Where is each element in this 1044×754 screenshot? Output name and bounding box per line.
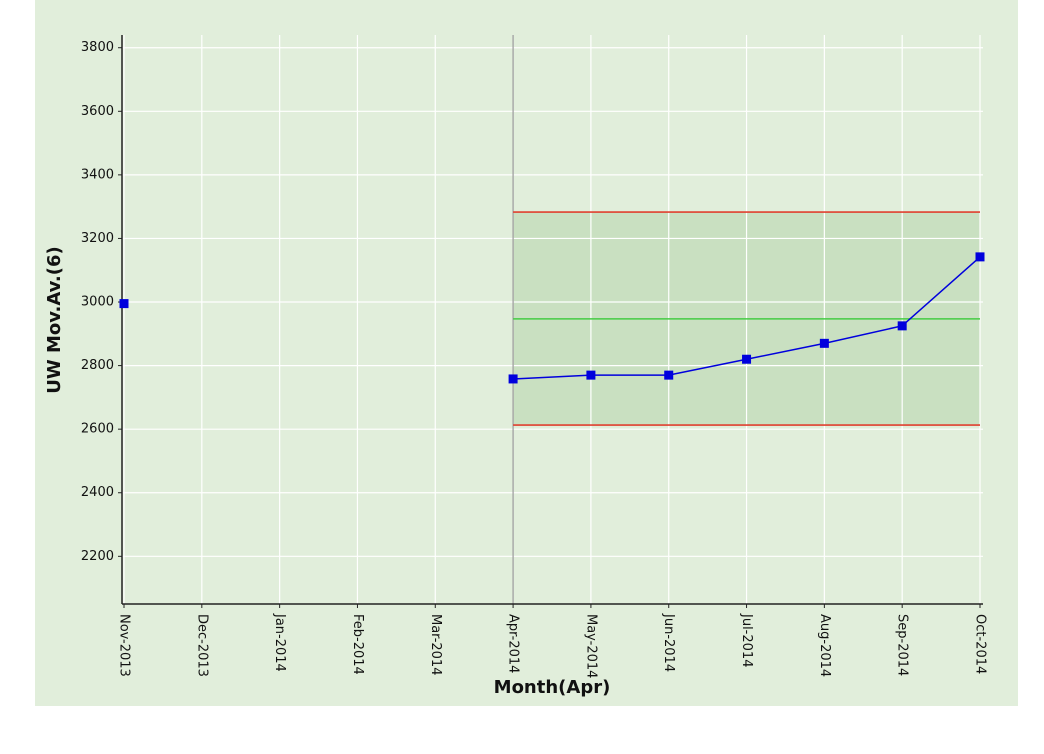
y-tick-label: 2600 [81, 422, 114, 437]
x-tick-label: May-2014 [583, 614, 598, 678]
x-tick-label: Sep-2014 [895, 614, 910, 676]
x-tick-label: Jan-2014 [272, 613, 287, 672]
x-tick-label: Oct-2014 [973, 614, 988, 674]
y-tick-label: 3600 [81, 104, 114, 119]
point [664, 370, 674, 380]
point [586, 370, 596, 380]
x-tick-label: Aug-2014 [817, 614, 832, 677]
point [508, 374, 518, 384]
y-tick-label: 2200 [81, 549, 114, 564]
x-tick-label: Jul-2014 [739, 613, 754, 667]
point [819, 338, 829, 348]
y-tick-label: 3000 [81, 295, 114, 310]
x-tick-label: Dec-2013 [194, 614, 209, 677]
y-tick-label: 3200 [81, 231, 114, 246]
y-tick-label: 2400 [81, 485, 114, 500]
x-tick-label: Feb-2014 [350, 614, 365, 675]
point [975, 252, 985, 262]
y-tick-label: 3800 [81, 40, 114, 55]
x-axis-title: Month(Apr) [494, 677, 611, 698]
y-axis-title: UW Mov.Av.(6) [44, 246, 65, 394]
x-tick-label: Nov-2013 [117, 614, 132, 677]
point [119, 299, 129, 309]
point [742, 354, 752, 364]
y-tick-label: 2800 [81, 358, 114, 373]
y-tick-label: 3400 [81, 167, 114, 182]
x-tick-label: Mar-2014 [428, 614, 443, 675]
x-tick-label: Jun-2014 [661, 613, 676, 672]
point [897, 321, 907, 331]
x-tick-label: Apr-2014 [506, 614, 521, 673]
